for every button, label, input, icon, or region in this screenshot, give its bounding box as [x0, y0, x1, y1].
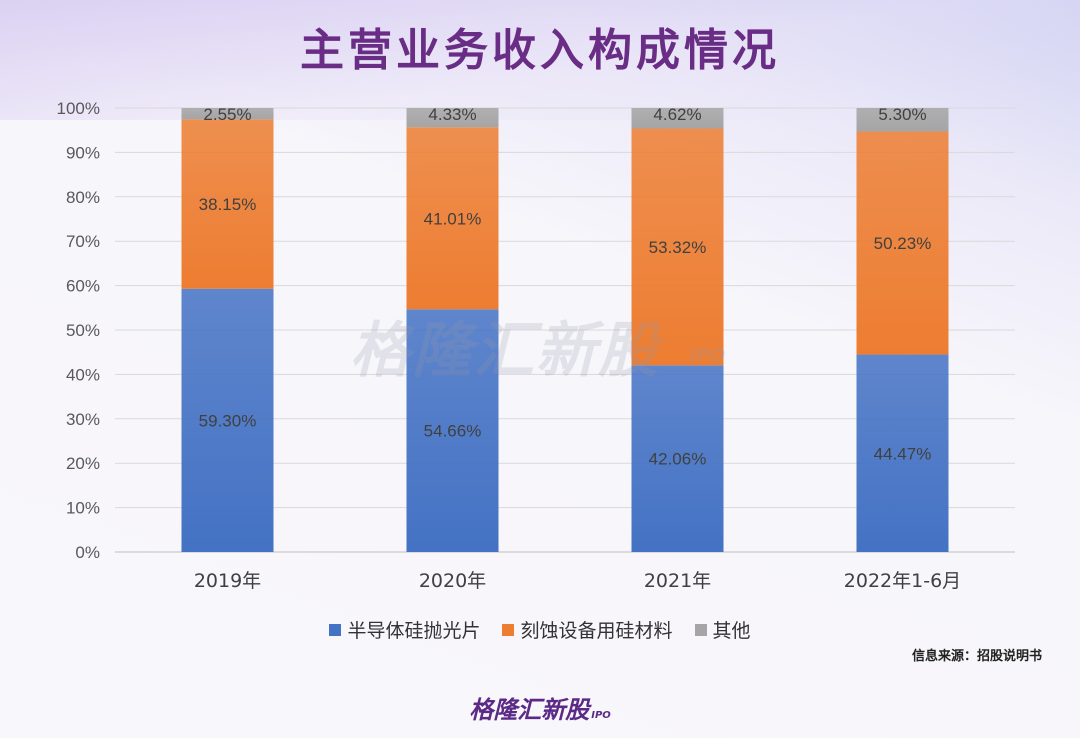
bar-other [631, 108, 724, 129]
legend-label: 其他 [712, 620, 751, 642]
bar-other [406, 108, 499, 128]
data-label: 5.30% [878, 105, 926, 124]
chart-legend: 半导体硅抛光片 刻蚀设备用硅材料 其他 [0, 616, 1080, 643]
legend-swatch [329, 623, 342, 636]
legend-swatch [694, 623, 707, 636]
data-label: 4.62% [653, 105, 701, 124]
data-label: 42.06% [649, 450, 707, 469]
y-tick-label: 70% [66, 232, 100, 251]
bar-etching-silicon [856, 131, 949, 355]
bar-polished-wafer [856, 354, 949, 552]
data-label: 50.23% [874, 234, 932, 253]
bar-polished-wafer [631, 365, 724, 552]
bar-polished-wafer [406, 309, 499, 552]
footer-logo-sub: IPO [591, 710, 611, 721]
y-tick-label: 80% [66, 188, 100, 207]
y-tick-label: 10% [66, 499, 100, 518]
legend-swatch [502, 623, 515, 636]
legend-item: 半导体硅抛光片 [329, 616, 480, 643]
legend-label: 刻蚀设备用硅材料 [520, 620, 673, 642]
data-label: 44.47% [874, 444, 932, 463]
bar-etching-silicon [181, 119, 274, 289]
footer-logo-text: 格隆汇新股 [469, 696, 590, 724]
stacked-bar-chart: 0% 10% 20% 30% 40% 50% 60% 70% 80% 90% 100% 59.30% 3… [57, 99, 1015, 592]
bar-etching-silicon [631, 128, 724, 366]
y-tick-label: 30% [66, 410, 100, 429]
y-tick-label: 40% [66, 365, 100, 384]
chart-title: 主营业务收入构成情况 [300, 25, 780, 76]
data-label: 38.15% [199, 195, 257, 214]
source-note: 信息来源：招股说明书 [911, 649, 1042, 664]
y-tick-label: 100% [57, 99, 100, 118]
footer-logo: 格隆汇新股 IPO [0, 690, 1080, 725]
data-label: 59.30% [199, 411, 257, 430]
y-tick-label: 60% [66, 277, 100, 296]
y-tick-label: 90% [66, 143, 100, 162]
y-tick-label: 50% [66, 321, 100, 340]
data-label: 41.01% [424, 209, 482, 228]
header-background [0, 0, 1080, 120]
data-label: 4.33% [428, 105, 476, 124]
legend-item: 刻蚀设备用硅材料 [502, 616, 673, 643]
y-tick-label: 0% [75, 543, 100, 562]
bar-polished-wafer [181, 288, 274, 552]
x-tick-label: 2022年1-6月 [844, 570, 961, 592]
data-label: 2.55% [203, 105, 251, 124]
x-tick-label: 2021年 [644, 570, 711, 592]
data-label: 53.32% [649, 238, 707, 257]
data-label: 54.66% [424, 422, 482, 441]
x-tick-label: 2020年 [419, 570, 486, 592]
y-tick-label: 20% [66, 454, 100, 473]
bar-etching-silicon [406, 127, 499, 310]
bar-other [181, 108, 274, 120]
bar-other [856, 108, 949, 132]
legend-item: 其他 [694, 616, 751, 643]
legend-label: 半导体硅抛光片 [347, 620, 481, 642]
x-tick-label: 2019年 [194, 570, 261, 592]
